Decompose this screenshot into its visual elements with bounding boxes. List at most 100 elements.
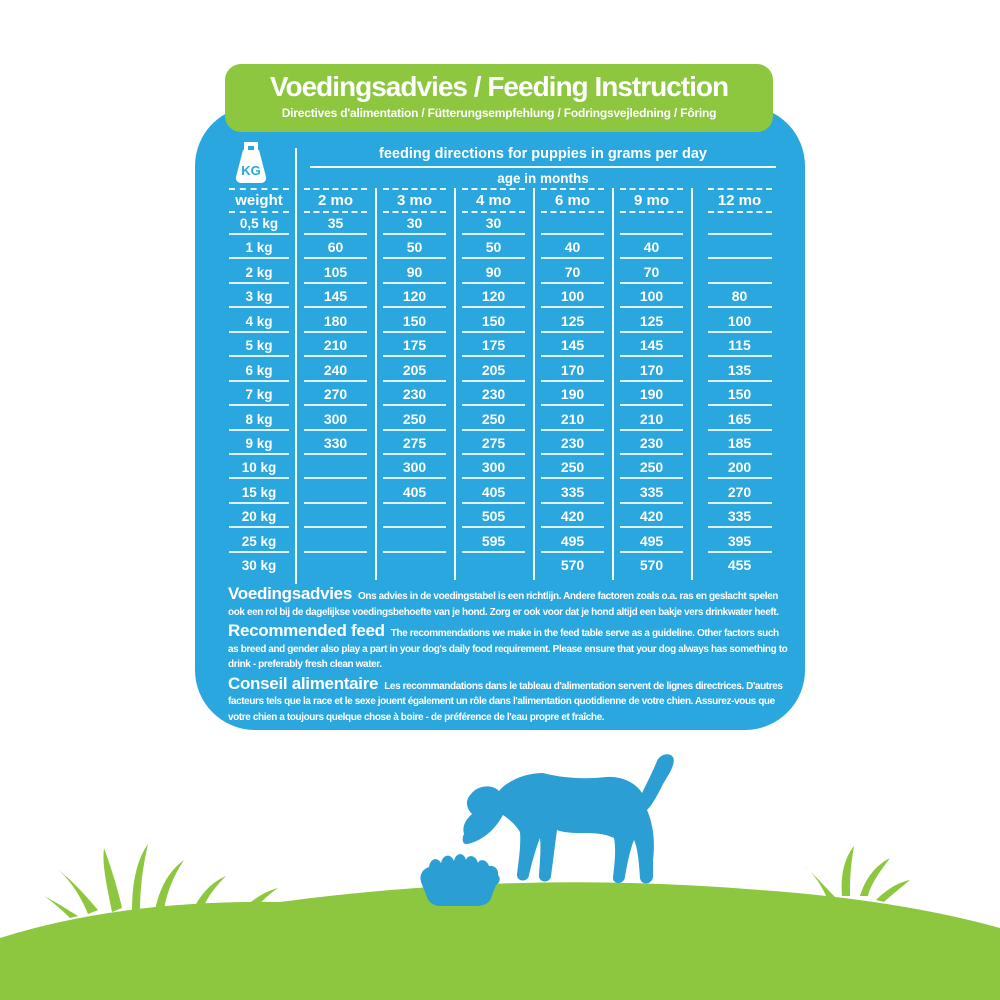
weight-label-text: 2 kg: [229, 262, 289, 284]
feed-value-text: 300: [303, 409, 368, 431]
feed-value: 230: [454, 384, 533, 408]
feed-value: [691, 213, 788, 237]
page-subtitle: Directives d'alimentation / Fütterungsem…: [281, 106, 717, 120]
feed-value: 455: [691, 555, 788, 579]
feed-value: 270: [296, 384, 375, 408]
weight-label: 30 kg: [222, 555, 296, 579]
feed-value-text: 420: [540, 506, 605, 529]
feed-value-text: 70: [619, 262, 684, 284]
feed-value: 60: [296, 237, 375, 261]
weight-label: 15 kg: [222, 482, 296, 506]
note-title: Conseil alimentaire: [228, 673, 379, 693]
feed-value-text: 175: [461, 335, 526, 358]
feed-value-text: 210: [619, 409, 684, 431]
feed-value-text: 125: [619, 311, 684, 333]
feed-value-text: 270: [303, 384, 368, 407]
feed-value: 100: [612, 286, 691, 310]
weight-label-text: 8 kg: [229, 409, 289, 431]
feed-value-text: 335: [619, 482, 684, 504]
feed-value-text: 395: [707, 531, 772, 553]
feed-value-text: 30: [382, 213, 447, 235]
weight-label: 9 kg: [222, 433, 296, 457]
age-column-header-text: 6 mo: [540, 188, 605, 213]
feed-value: 135: [691, 360, 788, 384]
feed-value-text: 100: [619, 286, 684, 309]
feed-value-text: [382, 531, 447, 553]
feed-value: 420: [612, 506, 691, 530]
feed-value: [296, 506, 375, 530]
feeding-note: Recommended feed The recommendations we m…: [228, 621, 788, 672]
weight-label-text: 5 kg: [229, 335, 289, 358]
feed-value-text: [383, 555, 446, 577]
age-column-header-text: 3 mo: [382, 188, 447, 213]
weight-label-text: 15 kg: [229, 482, 289, 504]
feed-value: 570: [533, 555, 612, 579]
feed-value: [296, 482, 375, 506]
feed-value-text: [303, 482, 368, 504]
weight-label-text: 30 kg: [241, 558, 277, 574]
feed-value-text: 505: [461, 506, 526, 529]
feed-value-text: 40: [619, 237, 684, 260]
feed-value-text: [303, 506, 368, 529]
weight-label-text: 9 kg: [229, 433, 289, 455]
feed-value-text: 250: [382, 409, 447, 431]
feed-value: 120: [454, 286, 533, 310]
grass-tuft-right: [804, 846, 910, 902]
feed-value-text: 230: [540, 433, 605, 455]
feed-value: 115: [691, 335, 788, 359]
weight-label-text: 6 kg: [229, 360, 289, 382]
weight-label-text: 0,5 kg: [229, 213, 289, 235]
feed-value-text: 145: [619, 335, 684, 358]
age-column-divider: [454, 188, 456, 580]
grass-tuft-left: [44, 844, 316, 920]
feed-value: 230: [612, 433, 691, 457]
header-banner: Voedingsadvies / Feeding Instruction Dir…: [225, 64, 773, 132]
feed-value: 200: [691, 457, 788, 481]
feed-value: 210: [533, 409, 612, 433]
feed-value: 230: [533, 433, 612, 457]
feed-value-text: 455: [727, 557, 752, 574]
feeding-note: Conseil alimentaire Les recommandations d…: [228, 673, 788, 725]
feed-value-text: 330: [303, 433, 368, 455]
feed-value: 80: [691, 286, 788, 310]
feed-value: [375, 555, 454, 579]
feed-value: 30: [375, 213, 454, 237]
feed-value: 35: [296, 213, 375, 237]
feeding-notes: Voedingsadvies Ons advies in de voedingst…: [228, 585, 788, 729]
feed-value: 205: [375, 360, 454, 384]
feed-value: 250: [612, 457, 691, 481]
feed-value: 210: [612, 409, 691, 433]
weight-column-header-text: weight: [229, 188, 289, 213]
feed-value-text: 205: [382, 360, 447, 382]
weight-label: 25 kg: [222, 531, 296, 555]
feed-value: 185: [691, 433, 788, 457]
feed-value-text: 180: [303, 311, 368, 333]
weight-label-text: 25 kg: [229, 531, 289, 553]
kg-weight-icon: KG: [235, 142, 267, 184]
feed-value-text: 420: [619, 506, 684, 529]
feed-value-text: 570: [560, 557, 585, 574]
feed-value: 300: [454, 457, 533, 481]
caption-rule: [310, 166, 776, 168]
feed-value-text: 35: [303, 213, 368, 235]
feed-value-text: 210: [303, 335, 368, 358]
table-caption: feeding directions for puppies in grams …: [379, 146, 707, 162]
feed-value-text: 115: [707, 335, 772, 358]
feed-value-text: 495: [540, 531, 605, 553]
feed-value-text: 275: [382, 433, 447, 455]
feed-value-text: 275: [461, 433, 526, 455]
weight-label-text: 10 kg: [229, 457, 289, 480]
page-title: Voedingsadvies / Feeding Instruction: [269, 71, 729, 102]
weight-column-divider: [295, 148, 297, 584]
weight-label: 8 kg: [222, 409, 296, 433]
feed-value-text: 250: [540, 457, 605, 480]
feed-value-text: 30: [461, 213, 526, 235]
feed-value-text: 70: [540, 262, 605, 284]
note-title: Recommended feed: [228, 621, 385, 640]
feed-value: 170: [612, 360, 691, 384]
feed-value: 330: [296, 433, 375, 457]
feed-value: 190: [612, 384, 691, 408]
feed-value: 420: [533, 506, 612, 530]
feed-value: 150: [691, 384, 788, 408]
